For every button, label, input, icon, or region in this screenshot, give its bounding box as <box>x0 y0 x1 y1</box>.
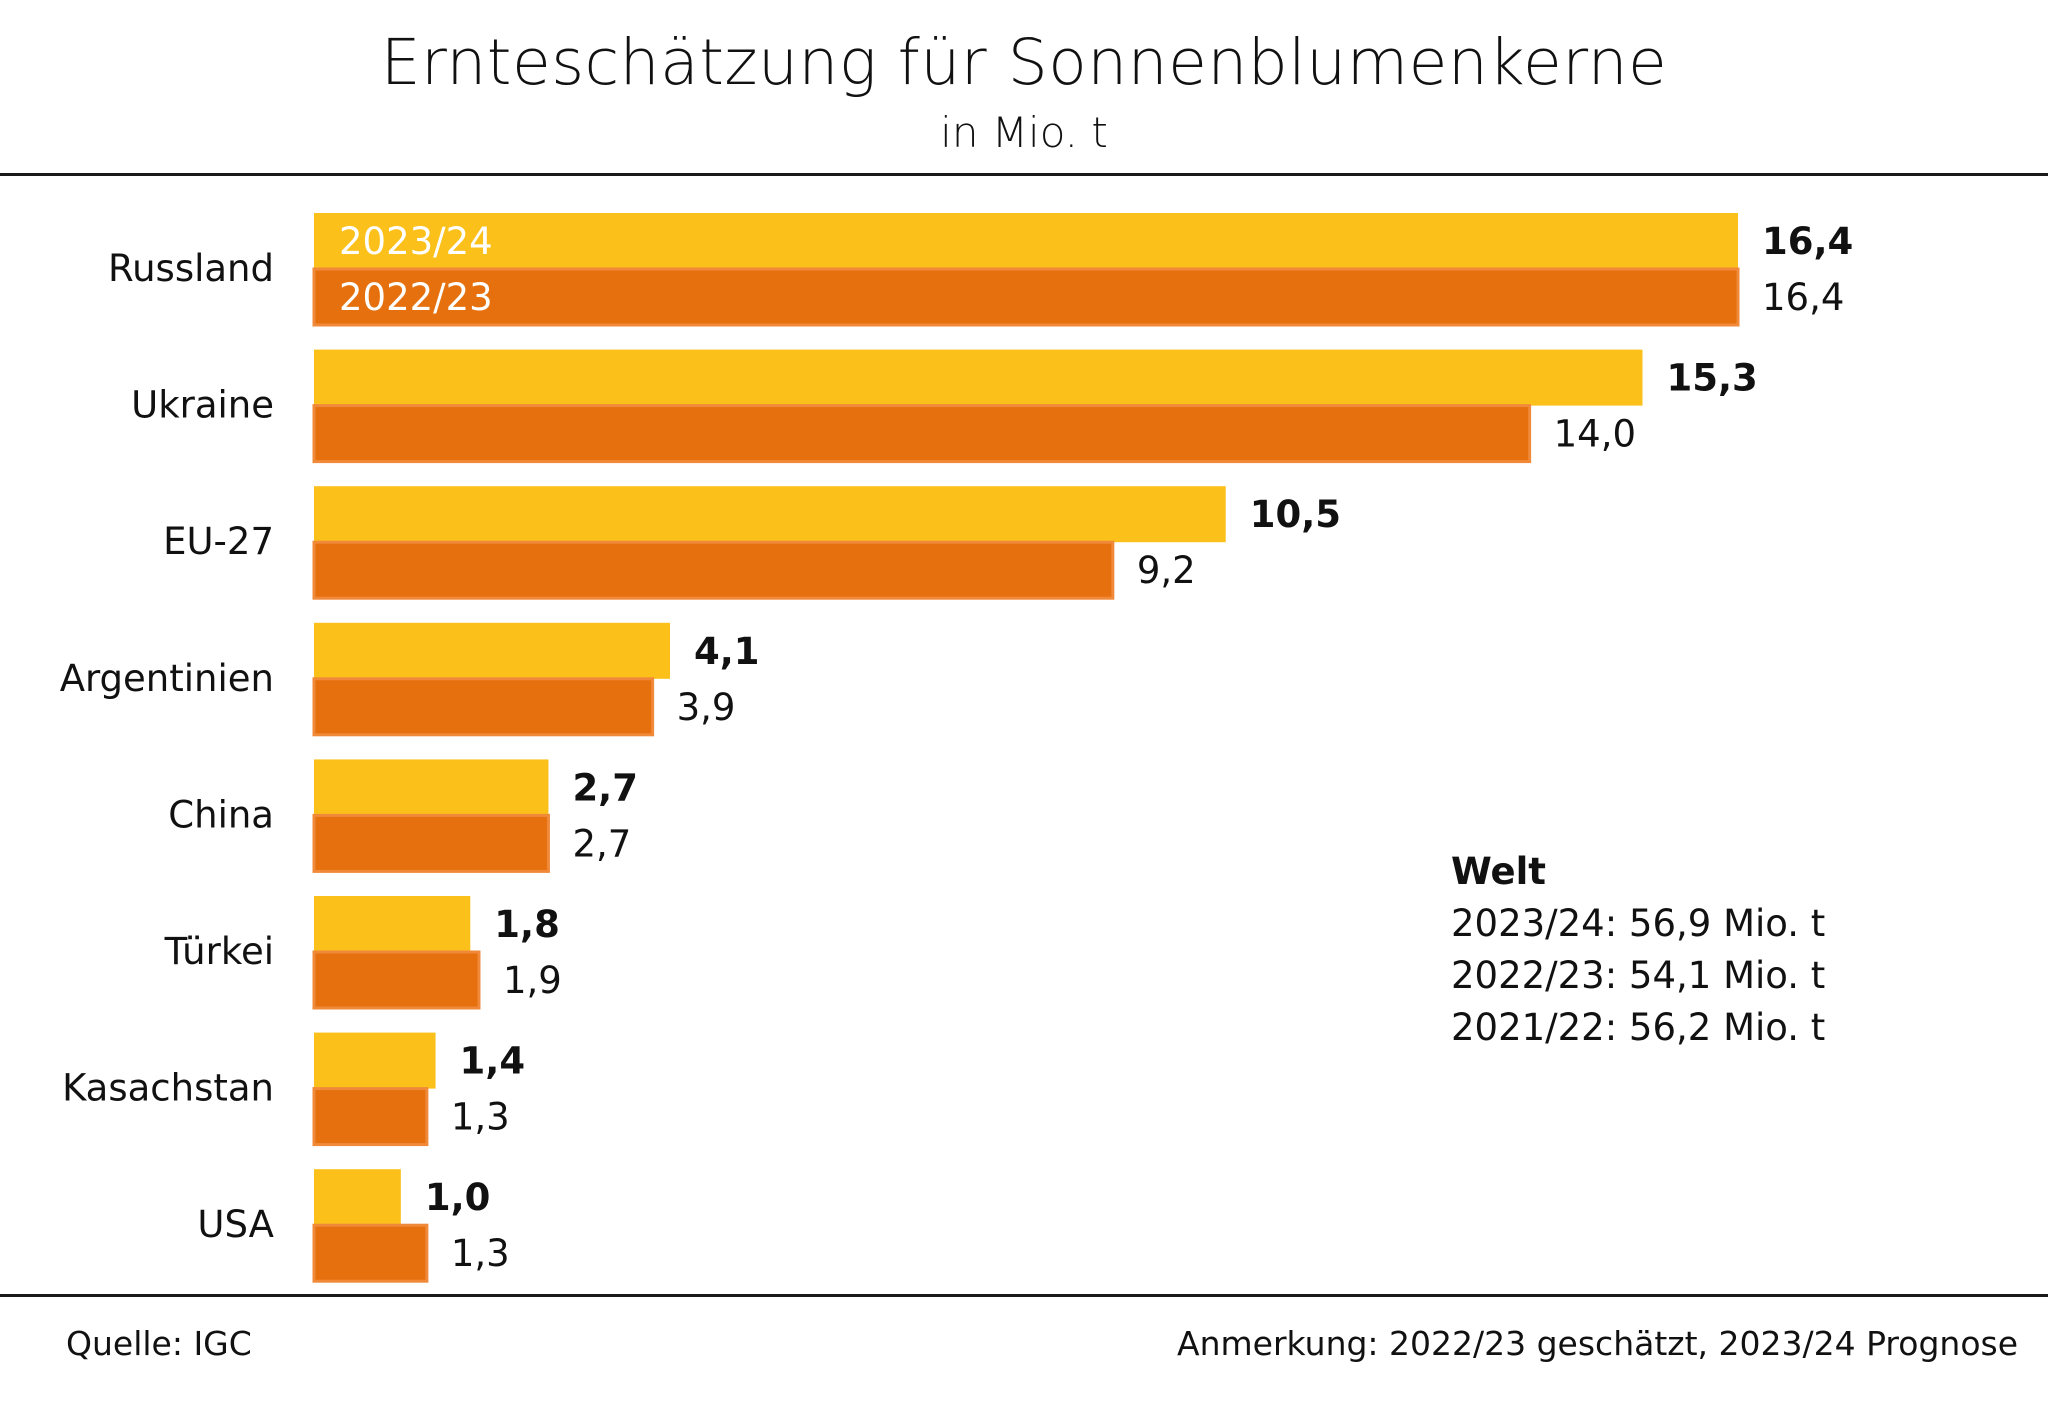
data-label: 10,5 <box>1250 493 1341 536</box>
data-label: 2,7 <box>572 822 631 865</box>
category-label: Kasachstan <box>62 1067 274 1110</box>
data-label: 15,3 <box>1666 357 1757 400</box>
bar <box>314 486 1226 543</box>
data-label: 1,8 <box>494 903 560 946</box>
category-label: Türkei <box>164 930 274 973</box>
data-label: 1,9 <box>503 959 562 1002</box>
bar <box>314 1169 401 1226</box>
data-label: 1,4 <box>460 1040 526 1083</box>
bar <box>312 950 481 1010</box>
top-rule <box>0 173 2048 176</box>
chart-subtitle: in Mio. t <box>940 108 1108 157</box>
data-label: 1,3 <box>451 1096 510 1139</box>
bar <box>314 896 471 952</box>
data-label: 1,0 <box>425 1176 491 1219</box>
bar <box>314 759 549 816</box>
world-line: 2023/24: 56,9 Mio. t <box>1451 902 1826 945</box>
bar <box>312 1223 429 1283</box>
world-summary: Welt 2023/24: 56,9 Mio. t 2022/23: 54,1 … <box>1451 846 1825 1054</box>
data-label: 1,3 <box>451 1232 510 1275</box>
bar <box>314 213 1738 269</box>
bar <box>312 677 655 737</box>
legend-label: 2023/24 <box>339 220 493 263</box>
bar <box>314 349 1643 406</box>
data-label: 3,9 <box>677 686 736 729</box>
data-label: 16,4 <box>1762 276 1844 319</box>
bottom-rule <box>0 1294 2048 1297</box>
chart-title: Ernteschätzung für Sonnenblumenkerne <box>380 26 1668 99</box>
bar <box>312 267 1740 327</box>
data-label: 2,7 <box>572 766 638 809</box>
world-line: 2022/23: 54,1 Mio. t <box>1451 954 1826 997</box>
category-label: EU-27 <box>163 520 274 563</box>
bar <box>312 404 1532 464</box>
data-label: 14,0 <box>1554 413 1636 456</box>
category-label: Argentinien <box>60 657 274 700</box>
category-label: USA <box>197 1203 274 1246</box>
category-label: Ukraine <box>131 384 274 427</box>
world-line: 2021/22: 56,2 Mio. t <box>1451 1006 1826 1049</box>
bar-chart: Russland 16,4 2023/24 16,4 2022/23 Ukraine 15,… <box>60 213 1853 1283</box>
bar <box>312 813 550 873</box>
bar <box>312 1087 429 1147</box>
legend-label: 2022/23 <box>339 276 493 319</box>
bar <box>314 1032 436 1089</box>
world-title: Welt <box>1451 850 1546 893</box>
data-label: 9,2 <box>1137 549 1196 592</box>
bar <box>312 540 1115 600</box>
category-label: Russland <box>108 247 274 290</box>
source-text: Quelle: IGC <box>66 1324 252 1363</box>
note-text: Anmerkung: 2022/23 geschätzt, 2023/24 Pr… <box>1177 1324 2018 1363</box>
bar <box>314 622 670 679</box>
data-label: 16,4 <box>1762 220 1853 263</box>
data-label: 4,1 <box>694 630 760 673</box>
category-label: China <box>168 793 274 836</box>
